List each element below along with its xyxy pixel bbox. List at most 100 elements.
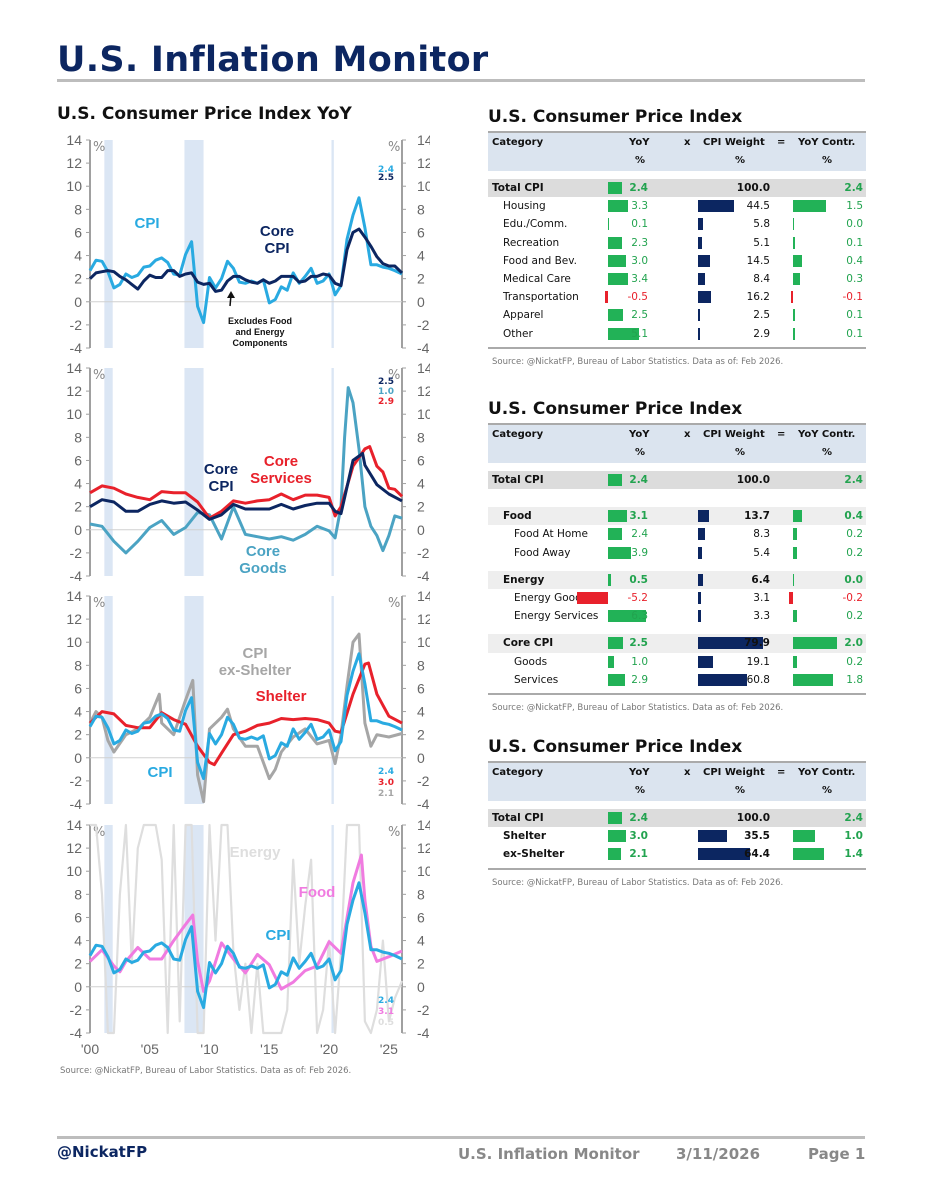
y-tick-label-right: 14 xyxy=(417,132,430,148)
contribution-value: 0.2 xyxy=(846,655,863,668)
y-tick-label-left: 10 xyxy=(66,863,82,879)
y-tick-label-left: -4 xyxy=(70,340,83,356)
weight-value: 64.4 xyxy=(744,848,770,861)
yoy-bar xyxy=(608,637,623,650)
series-annotation: CPI xyxy=(134,215,159,232)
y-tick-label-right: 2 xyxy=(417,727,425,743)
y-tick-label-right: 2 xyxy=(417,956,425,972)
yoy-value: -0.5 xyxy=(627,291,649,304)
cpi-table-panel: U.S. Consumer Price Index Category YoY x CPI… xyxy=(488,103,866,367)
table-row: Medical Care 3.4 8.4 0.3 xyxy=(488,270,866,288)
table-header: Category YoY x CPI Weight = YoY Contr.%%% xyxy=(488,131,866,171)
header-category: Category xyxy=(492,137,544,148)
contribution-bar xyxy=(793,528,798,541)
series-line-cpi xyxy=(88,652,403,781)
row-label: Services xyxy=(514,673,559,686)
y-tick-label-left: -4 xyxy=(70,568,83,584)
y-tick-label-left: -2 xyxy=(70,1002,83,1018)
yoy-bar xyxy=(608,254,626,267)
weight-bar xyxy=(698,291,712,304)
row-label: Energy Goods xyxy=(514,591,588,604)
weight-bar xyxy=(698,200,735,213)
weight-bar xyxy=(698,573,704,586)
y-tick-label-left: 12 xyxy=(66,840,82,856)
contribution-value: -0.1 xyxy=(842,291,864,304)
contribution-bar xyxy=(788,591,793,604)
table-row: Energy Goods -5.2 3.1 -0.2 xyxy=(488,589,866,607)
weight-bar xyxy=(698,272,705,285)
yoy-bar xyxy=(608,510,627,523)
yoy-bar xyxy=(608,236,622,249)
table-row: Food 3.1 13.7 0.4 xyxy=(488,507,866,526)
table-row: Other 5.1 2.9 0.1 xyxy=(488,325,866,343)
table-row: Total CPI 2.4 100.0 2.4 xyxy=(488,179,866,198)
yoy-value: 3.0 xyxy=(629,830,648,843)
series-annotation: CPI xyxy=(265,927,290,944)
row-label: Total CPI xyxy=(492,182,544,194)
last-value-label: 2.5 xyxy=(378,173,394,183)
row-label: Shelter xyxy=(503,830,547,843)
header-unit: % xyxy=(822,785,833,796)
y-tick-label-right: 0 xyxy=(417,750,425,766)
row-gap xyxy=(488,489,866,498)
y-tick-label-right: 8 xyxy=(417,657,425,673)
weight-value: 6.4 xyxy=(751,573,770,586)
yoy-value: 2.3 xyxy=(631,236,648,249)
yoy-value: 3.9 xyxy=(631,546,648,559)
x-tick-label: '05 xyxy=(141,1041,159,1057)
unit-label-right: % xyxy=(388,825,400,840)
weight-bar xyxy=(698,637,763,650)
recession-band xyxy=(104,825,113,1033)
series-annotation: Excludes Food xyxy=(228,316,292,326)
row-label: Food xyxy=(503,510,532,523)
weight-bar xyxy=(698,309,701,322)
yoy-bar xyxy=(608,573,611,586)
yoy-bar xyxy=(608,546,632,559)
header-eq: = xyxy=(777,137,786,148)
unit-label-right: % xyxy=(388,596,400,611)
contribution-bar xyxy=(793,573,794,586)
series-annotation: Core xyxy=(260,223,294,240)
unit-label-left: % xyxy=(93,596,105,611)
header-unit: % xyxy=(635,447,646,458)
row-label: Energy Services xyxy=(514,610,599,623)
row-gap xyxy=(488,625,866,634)
header-yoy: YoY xyxy=(629,767,650,778)
series-line-core-goods xyxy=(89,386,403,555)
contribution-value: 0.1 xyxy=(846,236,863,249)
table-row: Shelter 3.0 35.5 1.0 xyxy=(488,827,866,845)
yoy-bar xyxy=(608,182,623,194)
contribution-bar xyxy=(793,655,798,668)
weight-value: 100.0 xyxy=(736,182,770,194)
contribution-value: 2.4 xyxy=(844,812,863,824)
row-label: Transportation xyxy=(503,291,579,304)
yoy-value: -5.2 xyxy=(627,591,649,604)
weight-bar xyxy=(698,673,748,686)
recession-band xyxy=(104,140,113,348)
yoy-value: 2.4 xyxy=(629,474,648,486)
table-row: Goods 1.0 19.1 0.2 xyxy=(488,653,866,671)
weight-value: 100.0 xyxy=(736,474,770,486)
footer-handle[interactable]: @NickatFP xyxy=(57,1143,148,1161)
yoy-bar xyxy=(608,200,628,213)
header-unit: % xyxy=(635,155,646,166)
y-tick-label-left: 4 xyxy=(74,476,82,492)
weight-value: 3.1 xyxy=(753,591,770,604)
y-tick-label-left: 4 xyxy=(74,248,82,264)
weight-value: 79.9 xyxy=(744,637,770,650)
weight-bar xyxy=(698,327,701,340)
row-label: Food and Bev. xyxy=(503,254,578,267)
y-tick-label-left: 4 xyxy=(74,704,82,720)
contribution-value: 0.0 xyxy=(846,218,863,231)
recession-band xyxy=(104,368,113,576)
y-tick-label-right: 4 xyxy=(417,476,425,492)
header-contr: YoY Contr. xyxy=(798,429,856,440)
yoy-bar xyxy=(608,830,626,843)
y-tick-label-left: 0 xyxy=(74,294,82,310)
y-tick-label-left: 12 xyxy=(66,383,82,399)
header-unit: % xyxy=(822,155,833,166)
table-header: Category YoY x CPI Weight = YoY Contr.%%% xyxy=(488,423,866,463)
last-value-label: 2.4 xyxy=(378,767,394,777)
y-tick-label-right: 12 xyxy=(417,155,430,171)
contribution-bar xyxy=(793,218,794,231)
